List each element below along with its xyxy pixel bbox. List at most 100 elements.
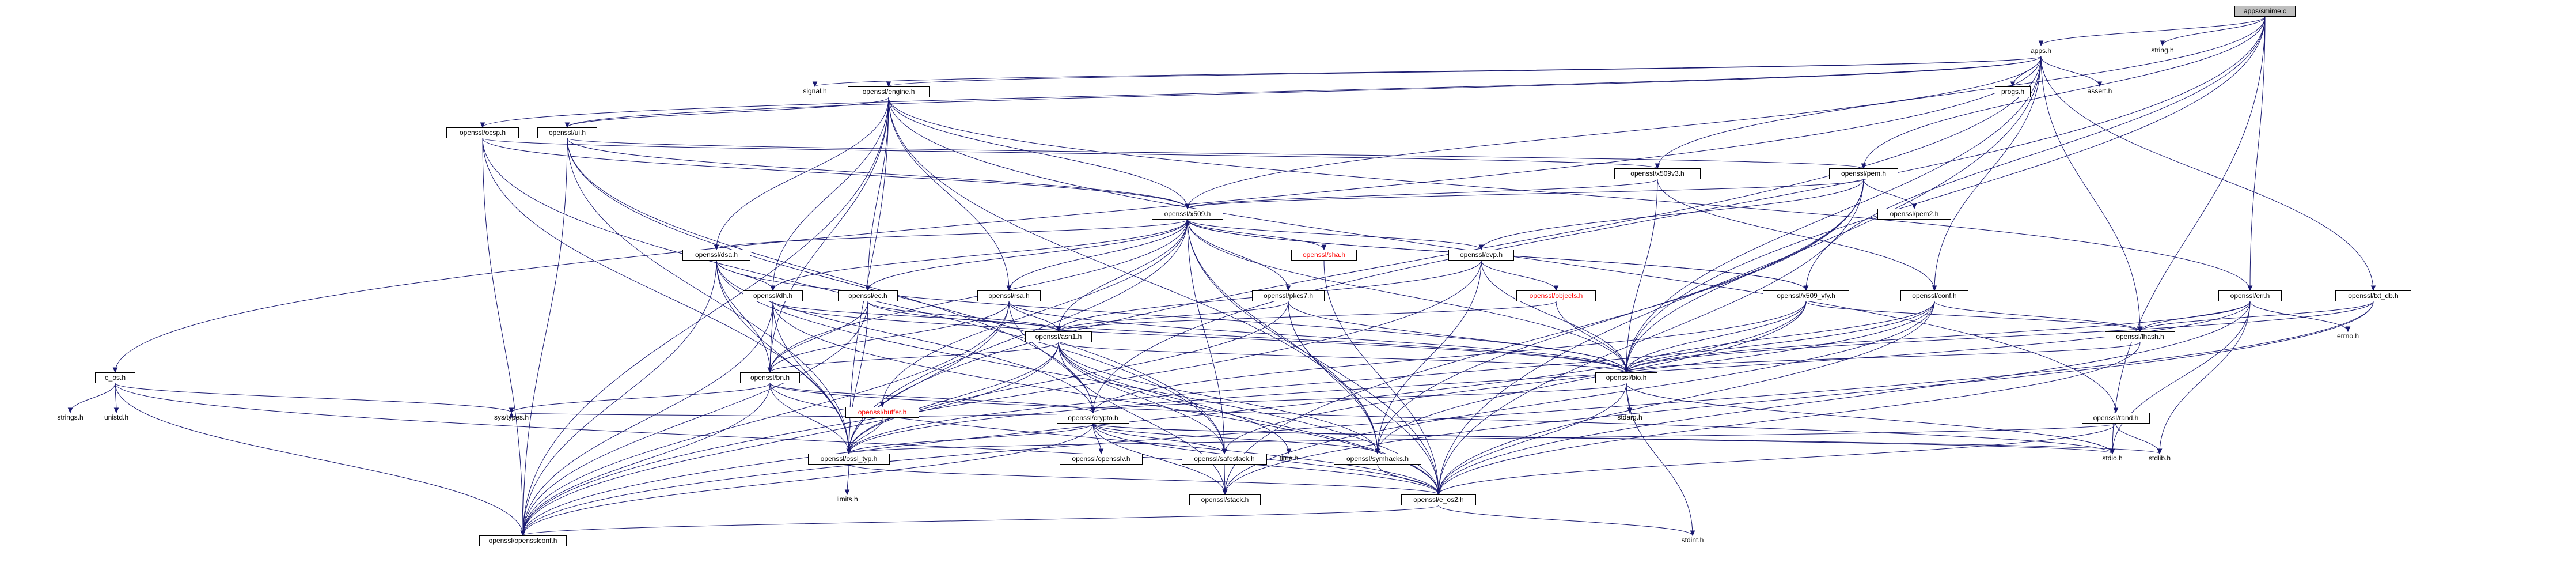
edge-err-h-to-e-os2-h: [1438, 301, 2251, 495]
edge-dsa-h-to-ossl-typ-h: [716, 260, 849, 454]
arrowhead: [1285, 285, 1291, 292]
node-x509-h[interactable]: openssl/x509.h: [1152, 209, 1223, 220]
arrowhead: [113, 407, 119, 414]
node-lhash-h[interactable]: openssl/lhash.h: [2105, 331, 2175, 342]
node-apps-smime-c[interactable]: apps/smime.c: [2234, 6, 2296, 17]
arrowhead: [2038, 40, 2044, 47]
arrowhead: [2097, 81, 2103, 88]
node-asn1-h[interactable]: openssl/asn1.h: [1025, 331, 1092, 342]
node-crypto-h[interactable]: openssl/crypto.h: [1057, 413, 1129, 424]
edge-conf-h-to-ossl-typ-h: [848, 301, 1935, 454]
edge-rsa-h-to-ossl-typ-h: [848, 301, 1010, 454]
node-symhacks-h[interactable]: openssl/symhacks.h: [1334, 454, 1421, 465]
node-sha-h[interactable]: openssl/sha.h: [1291, 250, 1357, 261]
node-x509-vfy-h[interactable]: openssl/x509_vfy.h: [1763, 290, 1849, 301]
edge-ui-h-to-ossl-typ-h: [567, 138, 849, 454]
node-progs-h[interactable]: progs.h: [1995, 86, 2031, 97]
arrowhead: [1185, 203, 1190, 210]
arrowhead: [1690, 530, 1695, 537]
edge-rand-h-to-stdlib-h: [2115, 423, 2160, 454]
node-pem-h[interactable]: openssl/pem.h: [1829, 168, 1898, 179]
node-stdarg-h: stdarg.h: [1617, 413, 1642, 421]
arrowhead: [1221, 448, 1227, 455]
node-opensslv-h[interactable]: openssl/opensslv.h: [1060, 454, 1143, 465]
edge-crypto-h-to-stack-h: [1092, 423, 1226, 495]
node-ui-h[interactable]: openssl/ui.h: [537, 127, 597, 138]
edge-engine-h-to-symhacks-h: [888, 97, 1378, 454]
edge-rand-h-to-e-os2-h: [1438, 423, 2116, 495]
edge-apps-smime-c-to-x509-vfy-h: [1805, 16, 2266, 291]
node-evp-h[interactable]: openssl/evp.h: [1448, 250, 1514, 261]
edge-pem-h-to-stack-h: [1224, 179, 1864, 495]
edge-evp-h-to-objects-h: [1481, 260, 1557, 291]
arrowhead: [2113, 407, 2119, 414]
edge-crypto-h-to-ossl-typ-h: [848, 423, 1094, 454]
node-e-os2-h[interactable]: openssl/e_os2.h: [1401, 494, 1476, 505]
node-e-os-h[interactable]: e_os.h: [95, 372, 135, 383]
node-stack-h[interactable]: openssl/stack.h: [1189, 494, 1261, 505]
arrowhead: [1098, 448, 1104, 455]
arrowhead: [1090, 407, 1096, 414]
node-safestack-h[interactable]: openssl/safestack.h: [1182, 454, 1267, 465]
node-pem2-h[interactable]: openssl/pem2.h: [1877, 209, 1951, 220]
edge-evp-h-to-bio-h: [1481, 260, 1627, 373]
node-unistd-h: unistd.h: [104, 413, 129, 421]
edge-dh-h-to-asn1-h: [772, 301, 1059, 332]
edge-x509-h-to-ec-h: [867, 219, 1188, 291]
node-stdlib-h: stdlib.h: [2148, 454, 2171, 462]
node-apps-h[interactable]: apps.h: [2021, 46, 2061, 56]
edge-ec-h-to-bio-h: [867, 301, 1627, 373]
node-ocsp-h[interactable]: openssl/ocsp.h: [446, 127, 519, 138]
edge-apps-h-to-signal-h: [814, 56, 2042, 87]
edge-objects-h-to-bio-h: [1556, 301, 1627, 373]
edge-engine-h-to-ui-h: [567, 97, 889, 128]
edge-sha-h-to-e-os2-h: [1323, 260, 1439, 495]
arrowhead: [2370, 285, 2376, 292]
arrowhead: [112, 367, 118, 373]
node-rand-h[interactable]: openssl/rand.h: [2082, 413, 2150, 424]
edge-dsa-h-to-bn-h: [716, 260, 771, 373]
node-engine-h[interactable]: openssl/engine.h: [848, 86, 930, 97]
arrowhead: [509, 412, 514, 418]
node-assert-h: assert.h: [2087, 87, 2112, 95]
node-bn-h[interactable]: openssl/bn.h: [740, 372, 800, 383]
edge-apps-smime-c-to-string-h: [2162, 16, 2266, 46]
edge-ec-h-to-ossl-typ-h: [848, 301, 868, 454]
node-sys-types-h: sys/types.h: [494, 413, 529, 421]
arrowhead: [865, 285, 871, 292]
edge-dh-h-to-bio-h: [772, 301, 1627, 373]
node-dsa-h[interactable]: openssl/dsa.h: [682, 250, 750, 261]
edge-evp-h-to-opensslconf-h: [522, 260, 1482, 536]
node-ec-h[interactable]: openssl/ec.h: [838, 290, 898, 301]
node-txt-db-h[interactable]: openssl/txt_db.h: [2335, 290, 2411, 301]
node-buffer-h[interactable]: openssl/buffer.h: [845, 407, 919, 418]
edge-rsa-h-to-opensslconf-h: [522, 301, 1010, 536]
arrowhead: [1436, 489, 1441, 496]
edge-txt-db-h-to-lhash-h: [2139, 301, 2374, 332]
edge-conf-h-to-bio-h: [1626, 301, 1935, 373]
node-objects-h[interactable]: openssl/objects.h: [1516, 290, 1596, 301]
node-ossl-typ-h[interactable]: openssl/ossl_typ.h: [808, 454, 890, 465]
edge-e-os2-h-to-stdint-h: [1438, 505, 1693, 536]
edge-apps-smime-c-to-bio-h: [1626, 16, 2266, 373]
edge-err-h-to-stdio-h: [2112, 301, 2251, 454]
edge-ui-h-to-opensslconf-h: [522, 138, 568, 536]
edge-apps-smime-c-to-x509v3-h: [1657, 16, 2266, 169]
edge-crypto-h-to-symhacks-h: [1092, 423, 1378, 454]
arrowhead: [509, 407, 514, 414]
node-pkcs7-h[interactable]: openssl/pkcs7.h: [1252, 290, 1325, 301]
node-x509v3-h[interactable]: openssl/x509v3.h: [1614, 168, 1701, 179]
edge-crypto-h-to-opensslconf-h: [522, 423, 1094, 536]
edge-x509-vfy-h-to-bio-h: [1626, 301, 1807, 373]
edge-apps-h-to-ui-h: [567, 56, 2042, 128]
arrowhead: [714, 244, 719, 251]
node-err-h[interactable]: openssl/err.h: [2218, 290, 2282, 301]
node-conf-h[interactable]: openssl/conf.h: [1900, 290, 1968, 301]
node-dh-h[interactable]: openssl/dh.h: [743, 290, 803, 301]
node-rsa-h[interactable]: openssl/rsa.h: [977, 290, 1041, 301]
node-bio-h[interactable]: openssl/bio.h: [1595, 372, 1657, 383]
node-opensslconf-h[interactable]: openssl/opensslconf.h: [479, 535, 567, 546]
edge-err-h-to-bio-h: [1626, 301, 2251, 373]
arrowhead: [812, 81, 818, 88]
